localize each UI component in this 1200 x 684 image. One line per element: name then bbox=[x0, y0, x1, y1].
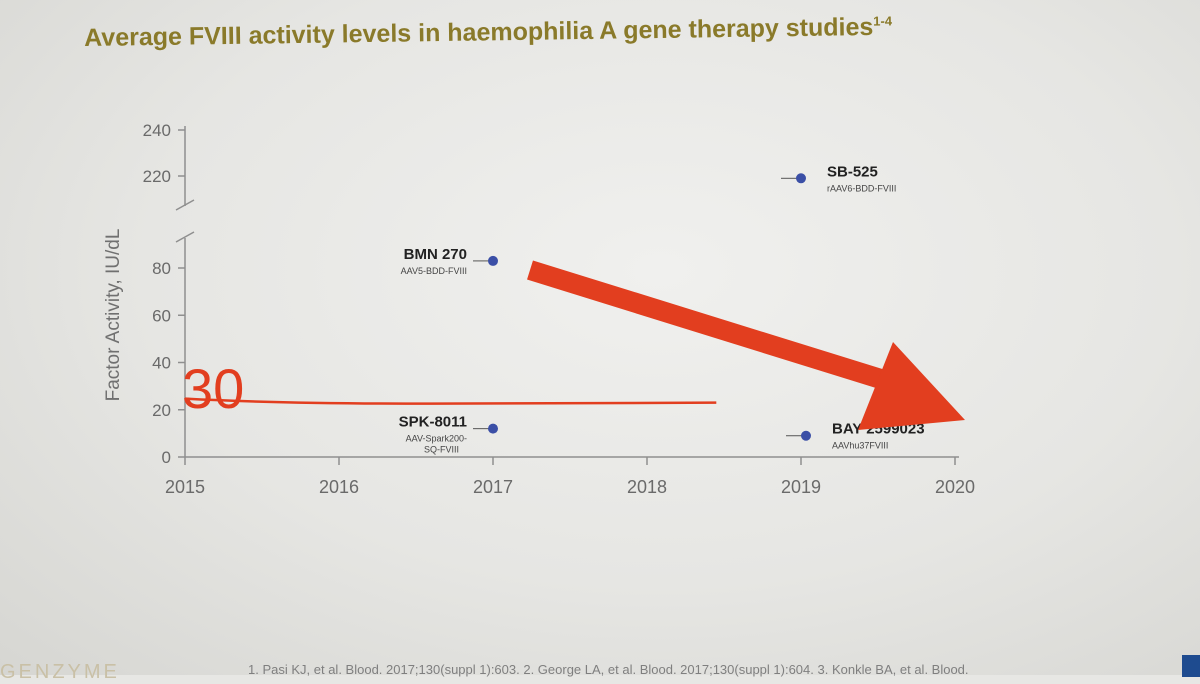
point-vector-label: rAAV6-BDD-FVIII bbox=[827, 183, 896, 193]
handwritten-30-label: 30 bbox=[182, 357, 244, 420]
point-vector-label: AAV5-BDD-FVIII bbox=[401, 266, 467, 276]
axis-break-mark-lower bbox=[175, 231, 195, 243]
x-tick-label: 2015 bbox=[165, 477, 205, 497]
y-tick-label: 220 bbox=[143, 167, 171, 186]
red-annotation-line bbox=[184, 397, 717, 405]
data-points bbox=[473, 173, 811, 441]
axis-break-mark-upper bbox=[175, 199, 195, 211]
data-point bbox=[488, 423, 498, 434]
data-point bbox=[801, 430, 811, 441]
footer-references: 1. Pasi KJ, et al. Blood. 2017;130(suppl… bbox=[248, 662, 969, 677]
x-tick-label: 2017 bbox=[473, 477, 513, 497]
footer-corner-tab bbox=[1182, 655, 1200, 677]
red-arrow-shaft bbox=[527, 260, 903, 395]
slide-footer: GENZYME 1. Pasi KJ, et al. Blood. 2017;1… bbox=[0, 655, 1200, 683]
axes bbox=[175, 126, 959, 465]
y-axis-label: Factor Activity, IU/dL bbox=[103, 229, 124, 402]
y-tick-label: 60 bbox=[152, 306, 171, 325]
annotations: 30 bbox=[182, 260, 965, 430]
y-tick-label: 40 bbox=[152, 354, 171, 373]
point-name-label: SPK-8011 bbox=[399, 414, 467, 431]
x-tick-label: 2019 bbox=[781, 477, 821, 497]
red-arrow-head bbox=[858, 342, 965, 430]
tick-labels: 0 20 40 60 80 220 240 2015 2016 2017 2018 2019 2020 bbox=[143, 121, 975, 497]
x-tick-label: 2020 bbox=[935, 477, 975, 497]
y-tick-label: 0 bbox=[162, 448, 171, 467]
point-vector-label: SQ-FVIII bbox=[424, 445, 459, 455]
data-point bbox=[796, 173, 806, 184]
company-logo: GENZYME bbox=[0, 661, 120, 683]
point-vector-label: AAVhu37FVIII bbox=[832, 441, 888, 451]
point-name-label: SB-525 bbox=[827, 163, 878, 180]
y-tick-label: 240 bbox=[143, 121, 171, 140]
point-name-label: BMN 270 bbox=[404, 246, 467, 263]
y-tick-label: 80 bbox=[152, 259, 171, 278]
x-tick-label: 2016 bbox=[319, 477, 359, 497]
y-tick-label: 20 bbox=[152, 401, 171, 420]
data-point bbox=[488, 255, 498, 266]
x-tick-label: 2018 bbox=[627, 477, 667, 497]
point-vector-label: AAV-Spark200- bbox=[406, 434, 467, 444]
